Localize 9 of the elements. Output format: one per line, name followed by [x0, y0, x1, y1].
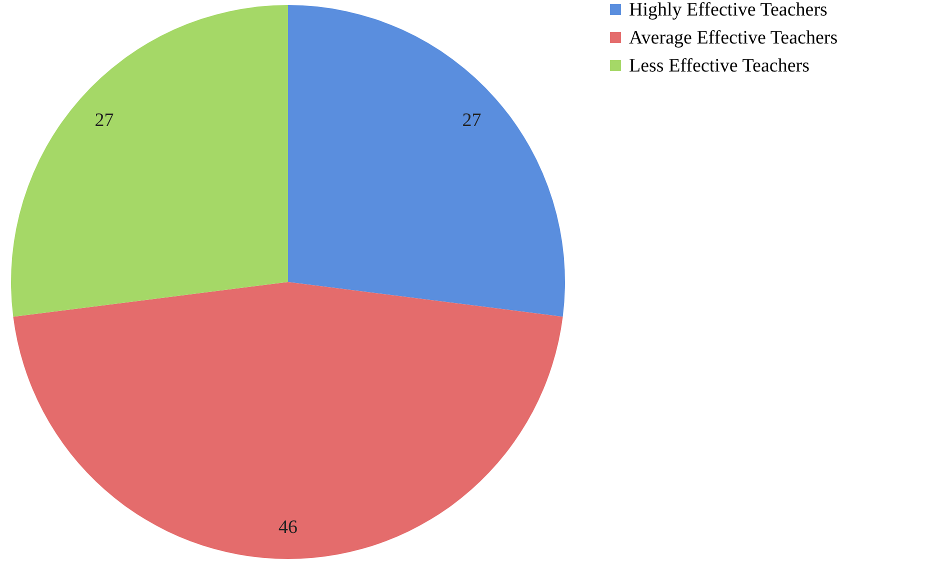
data-label: 46: [278, 517, 298, 538]
legend-label: Average Effective Teachers: [629, 28, 838, 48]
legend-label: Highly Effective Teachers: [629, 0, 828, 20]
pie-slice: [288, 5, 565, 317]
data-label: 27: [462, 110, 482, 131]
pie-slice: [13, 282, 563, 558]
pie-slice: [11, 5, 288, 317]
data-label: 27: [94, 110, 114, 131]
legend-label: Less Effective Teachers: [629, 56, 810, 76]
